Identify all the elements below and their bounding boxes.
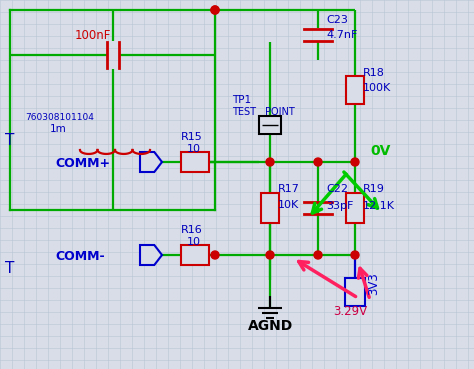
Text: T: T: [5, 133, 14, 148]
Circle shape: [211, 6, 219, 14]
Polygon shape: [140, 245, 162, 265]
Text: R18: R18: [363, 68, 385, 78]
Text: 3.29V: 3.29V: [333, 305, 367, 318]
Text: 3V3: 3V3: [367, 272, 380, 295]
Text: R16: R16: [181, 225, 203, 235]
Text: 0V: 0V: [370, 144, 391, 158]
Text: TP1: TP1: [232, 95, 251, 105]
Text: C22: C22: [326, 184, 348, 194]
Circle shape: [211, 251, 219, 259]
Text: 100nF: 100nF: [75, 29, 111, 42]
Circle shape: [266, 158, 274, 166]
Text: 10: 10: [187, 237, 201, 247]
Text: 760308101104: 760308101104: [25, 113, 94, 122]
Circle shape: [266, 251, 274, 259]
Text: AGND: AGND: [248, 319, 293, 333]
Bar: [259, 116, 281, 134]
Text: T: T: [5, 261, 14, 276]
Text: 10K: 10K: [278, 200, 299, 210]
Text: POINT: POINT: [265, 107, 295, 117]
Circle shape: [314, 158, 322, 166]
Bar: [261, 193, 279, 223]
Bar: [181, 245, 209, 265]
Text: COMM-: COMM-: [55, 250, 105, 263]
Circle shape: [351, 158, 359, 166]
Bar: [345, 278, 365, 306]
Bar: [181, 152, 209, 172]
Text: R17: R17: [278, 184, 300, 194]
Text: 1m: 1m: [50, 124, 67, 134]
Text: 4.7nF: 4.7nF: [326, 30, 357, 40]
Text: R19: R19: [363, 184, 385, 194]
Bar: [346, 193, 364, 223]
Text: COMM+: COMM+: [55, 157, 110, 170]
Text: R15: R15: [181, 132, 203, 142]
Bar: [346, 76, 364, 104]
Circle shape: [314, 251, 322, 259]
Circle shape: [211, 6, 219, 14]
Text: 33pF: 33pF: [326, 201, 354, 211]
Text: 10: 10: [187, 144, 201, 154]
Text: TEST: TEST: [232, 107, 256, 117]
Text: C23: C23: [326, 15, 348, 25]
Text: 100K: 100K: [363, 83, 391, 93]
Text: 12.1K: 12.1K: [363, 201, 395, 211]
Polygon shape: [140, 152, 162, 172]
Circle shape: [351, 251, 359, 259]
